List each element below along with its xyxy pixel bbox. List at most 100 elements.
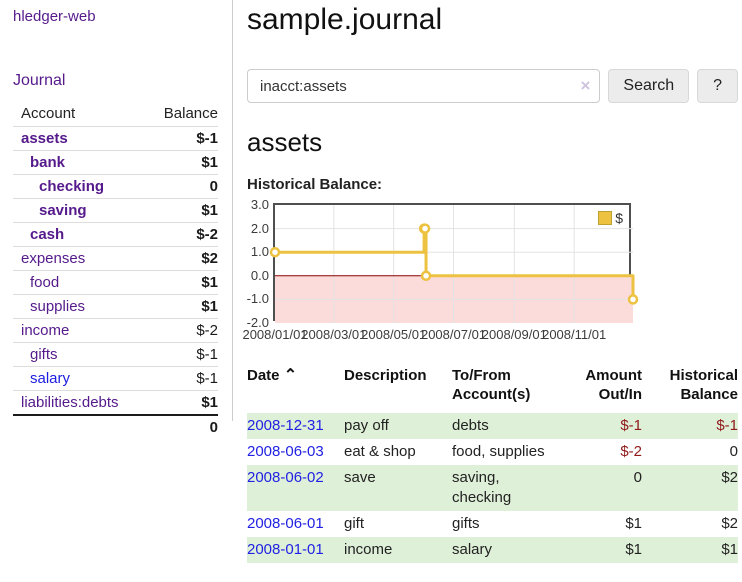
transaction-balance: $1 — [642, 537, 738, 563]
register-row: 2008-06-01 gift gifts $1 $2 — [247, 511, 738, 537]
transaction-balance: $2 — [721, 515, 738, 532]
transaction-date-link[interactable]: 2008-01-01 — [247, 541, 324, 558]
account-balance: $1 — [148, 294, 218, 319]
transaction-amount: $-2 — [620, 443, 642, 460]
account-link-gifts[interactable]: gifts — [30, 346, 58, 363]
transaction-date-link[interactable]: 2008-06-03 — [247, 443, 324, 460]
accounts-total-value: 0 — [148, 414, 218, 439]
chart-plot-area: $ — [269, 203, 639, 323]
account-row: expenses $2 — [13, 246, 218, 271]
transaction-description: save — [344, 465, 452, 511]
register-table: Date ⌃ Description To/From Account(s) Am… — [247, 365, 738, 563]
accounts-col-balance: Balance — [163, 105, 218, 122]
account-balance: $2 — [148, 246, 218, 271]
page-title: sample.journal — [247, 3, 443, 36]
transaction-date-link[interactable]: 2008-06-01 — [247, 515, 324, 532]
transaction-account: salary — [452, 537, 553, 563]
account-heading: assets — [247, 127, 323, 157]
x-tick-label: 2008/11/01 — [542, 327, 607, 342]
account-link-cash[interactable]: cash — [30, 226, 65, 243]
col-date[interactable]: Date ⌃ — [247, 367, 298, 384]
transaction-amount: $1 — [553, 537, 642, 563]
account-balance: 0 — [148, 174, 218, 199]
search-button[interactable]: Search — [608, 69, 690, 103]
x-tick-label: 2008/07/01 — [420, 327, 487, 342]
transaction-description: gift — [344, 515, 365, 532]
transaction-account: food, supplies — [452, 443, 545, 460]
account-balance: $-2 — [148, 318, 218, 343]
transaction-amount: $1 — [625, 515, 642, 532]
account-link-liabilities-debts[interactable]: liabilities:debts — [21, 394, 119, 411]
account-row: supplies $1 — [13, 294, 218, 319]
chart-title: Historical Balance: — [247, 176, 383, 193]
account-balance: $-1 — [148, 126, 218, 151]
account-balance: $1 — [148, 198, 218, 223]
account-link-bank[interactable]: bank — [30, 154, 66, 171]
x-tick-label: 2008/05/01 — [361, 327, 427, 342]
account-link-assets[interactable]: assets — [21, 130, 68, 147]
y-tick-label: 3.0 — [250, 197, 269, 212]
account-balance: $1 — [148, 270, 218, 295]
account-row: gifts $-1 — [13, 342, 218, 367]
transaction-balance: 0 — [729, 443, 738, 460]
register-row: 2008-01-01 income salary $1 $1 — [247, 537, 738, 563]
legend-swatch-icon — [598, 211, 613, 225]
account-row: food $1 — [13, 270, 218, 295]
col-amount: Amount Out/In — [585, 367, 642, 403]
chart-legend: $ — [598, 210, 623, 226]
chart-x-axis: 2008/01/01 2008/03/01 2008/05/01 2008/07/01… — [242, 327, 633, 343]
account-row: saving $1 — [13, 198, 218, 223]
account-balance: $1 — [148, 390, 218, 415]
account-link-checking[interactable]: checking — [39, 178, 105, 195]
transaction-account: saving, checking — [452, 465, 553, 511]
register-row: 2008-06-03 eat & shop food, supplies $-2… — [247, 439, 738, 465]
transaction-account: debts — [452, 413, 553, 439]
y-tick-label: -2.0 — [246, 315, 269, 330]
transaction-description: eat & shop — [344, 443, 416, 460]
transaction-description: pay off — [344, 413, 452, 439]
col-description: Description — [344, 367, 427, 384]
col-balance: Historical Balance — [669, 367, 738, 403]
register-header-row: Date ⌃ Description To/From Account(s) Am… — [247, 365, 738, 413]
transaction-description: income — [344, 537, 452, 563]
transaction-date-link[interactable]: 2008-06-02 — [247, 469, 324, 486]
account-balance: $1 — [148, 150, 218, 175]
register-row: 2008-12-31 pay off debts $-1 $-1 — [247, 413, 738, 439]
y-tick-label: -1.0 — [246, 291, 269, 307]
account-row: cash $-2 — [13, 222, 218, 247]
y-tick-label: 2.0 — [250, 220, 269, 236]
account-row: checking 0 — [13, 174, 218, 199]
account-row: liabilities:debts $1 — [13, 390, 218, 415]
transaction-account: gifts — [452, 515, 480, 532]
transaction-amount: $-1 — [553, 413, 642, 439]
chart-series-svg — [269, 205, 639, 323]
account-balance: $-1 — [148, 342, 218, 367]
legend-label: $ — [615, 210, 623, 226]
register-row: 2008-06-02 save saving, checking 0 $2 — [247, 465, 738, 511]
account-balance: $-1 — [148, 366, 218, 391]
x-tick-label: 2008/03/01 — [301, 327, 367, 342]
x-tick-label: 2008/09/01 — [481, 327, 547, 342]
account-link-salary[interactable]: salary — [30, 370, 71, 387]
account-row: salary $-1 — [13, 366, 218, 391]
account-link-food[interactable]: food — [30, 274, 60, 291]
search-input[interactable] — [247, 69, 601, 103]
x-tick-label: 2008/01/01 — [242, 327, 308, 342]
clear-search-icon[interactable]: × — [580, 76, 591, 95]
y-tick-label: 1.0 — [250, 244, 269, 260]
account-row: bank $1 — [13, 150, 218, 175]
historical-balance-chart: 3.0 2.0 1.0 0.0 -1.0 -2.0 $ 2008/01/01 2008/03… — [242, 198, 738, 345]
account-link-expenses[interactable]: expenses — [21, 250, 86, 267]
sidebar-item-journal[interactable]: Journal — [13, 72, 66, 89]
transaction-balance: $-1 — [642, 413, 738, 439]
app-brand-link[interactable]: hledger-web — [13, 8, 96, 25]
help-button[interactable]: ? — [697, 69, 738, 103]
account-link-income[interactable]: income — [21, 322, 70, 339]
chart-y-axis: 3.0 2.0 1.0 0.0 -1.0 -2.0 — [246, 198, 269, 330]
transaction-date-link[interactable]: 2008-12-31 — [247, 417, 324, 434]
col-account: To/From Account(s) — [452, 367, 531, 403]
accounts-table-header: Account Balance — [13, 103, 218, 127]
account-row: assets $-1 — [13, 126, 218, 151]
account-link-saving[interactable]: saving — [39, 202, 87, 219]
account-link-supplies[interactable]: supplies — [30, 298, 86, 315]
